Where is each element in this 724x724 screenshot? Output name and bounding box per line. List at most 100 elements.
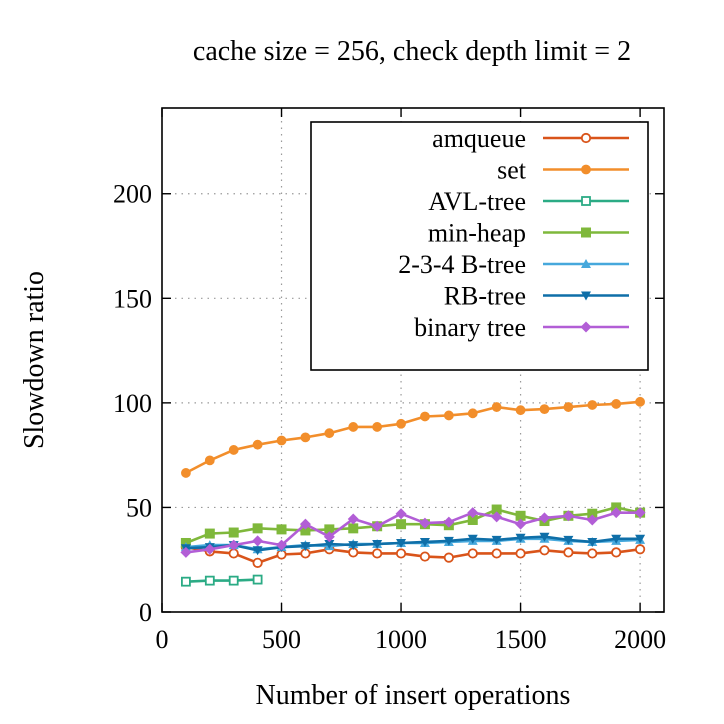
legend-item: binary tree bbox=[414, 313, 629, 342]
data-point bbox=[228, 527, 239, 538]
data-point bbox=[348, 422, 359, 432]
x-tick-label: 1500 bbox=[495, 625, 547, 654]
data-point bbox=[371, 520, 383, 532]
data-point bbox=[396, 519, 407, 530]
series-group bbox=[180, 396, 646, 587]
data-point bbox=[443, 536, 454, 546]
series-amqueue bbox=[180, 542, 646, 568]
legend-box bbox=[310, 121, 649, 371]
data-point bbox=[204, 575, 215, 586]
data-point bbox=[563, 402, 574, 412]
series-line bbox=[185, 535, 641, 552]
legend-marker bbox=[581, 196, 591, 206]
data-point bbox=[562, 510, 574, 522]
data-point bbox=[372, 540, 383, 550]
data-point bbox=[419, 517, 431, 529]
data-point bbox=[587, 548, 598, 559]
data-point bbox=[491, 548, 502, 559]
data-point bbox=[538, 512, 550, 524]
data-point bbox=[348, 541, 359, 551]
data-point bbox=[635, 534, 646, 544]
legend-label: set bbox=[497, 156, 527, 185]
data-point bbox=[276, 435, 287, 446]
data-point bbox=[252, 574, 263, 585]
series-line bbox=[185, 400, 641, 475]
data-point bbox=[180, 546, 192, 558]
data-point bbox=[228, 575, 239, 586]
legend-item: 2-3-4 B-tree bbox=[398, 250, 629, 279]
legend-item: amqueue bbox=[432, 124, 629, 153]
data-point bbox=[611, 399, 622, 409]
data-point bbox=[396, 418, 406, 429]
data-point bbox=[323, 531, 335, 543]
data-point bbox=[347, 513, 359, 525]
data-point bbox=[515, 518, 527, 530]
legend-label: 2-3-4 B-tree bbox=[398, 250, 526, 279]
data-point bbox=[204, 543, 216, 555]
data-point bbox=[419, 551, 431, 562]
data-point bbox=[563, 535, 574, 545]
chart-title: cache size = 256, check depth limit = 2 bbox=[193, 36, 631, 67]
x-tick-label: 1000 bbox=[375, 625, 427, 654]
data-point bbox=[515, 533, 526, 543]
data-point bbox=[634, 507, 646, 519]
legend-label: binary tree bbox=[414, 313, 526, 342]
x-tick-label: 500 bbox=[262, 625, 301, 654]
data-point bbox=[396, 538, 407, 548]
data-point bbox=[181, 576, 191, 587]
data-point bbox=[539, 545, 550, 556]
data-point bbox=[467, 534, 478, 544]
legend-marker bbox=[581, 291, 591, 301]
data-point bbox=[539, 532, 550, 542]
data-point bbox=[587, 537, 598, 547]
data-point bbox=[395, 548, 407, 559]
legend-label: RB-tree bbox=[444, 282, 526, 311]
data-point bbox=[252, 439, 263, 450]
legend-marker bbox=[581, 227, 591, 238]
series-binary-tree bbox=[180, 507, 646, 558]
series-line bbox=[185, 578, 258, 583]
data-point bbox=[252, 546, 263, 556]
data-point bbox=[324, 428, 335, 439]
data-point bbox=[515, 405, 526, 416]
data-point bbox=[467, 548, 478, 559]
data-point bbox=[515, 548, 526, 559]
series-avl-tree bbox=[181, 574, 263, 587]
data-point bbox=[420, 411, 430, 422]
data-point bbox=[586, 514, 598, 526]
data-point bbox=[181, 468, 191, 478]
legend-label: min-heap bbox=[428, 219, 526, 248]
y-tick-label: 150 bbox=[113, 284, 152, 313]
data-point bbox=[300, 542, 311, 552]
y-tick-label: 200 bbox=[113, 180, 152, 209]
series-set bbox=[181, 396, 645, 478]
data-point bbox=[300, 432, 311, 443]
data-point bbox=[611, 534, 622, 544]
axis-ticks: 0 500 1000 1500 2000 0 50 100 150 200 bbox=[113, 108, 666, 654]
y-tick-label: 50 bbox=[126, 493, 152, 522]
legend-marker bbox=[580, 321, 592, 333]
data-point bbox=[228, 445, 239, 455]
data-point bbox=[443, 552, 454, 563]
legend-item: min-heap bbox=[428, 219, 629, 248]
legend-label: amqueue bbox=[432, 124, 526, 153]
data-point bbox=[491, 535, 502, 545]
data-point bbox=[610, 507, 622, 519]
data-point bbox=[204, 528, 215, 539]
data-point bbox=[252, 557, 263, 568]
data-point bbox=[467, 408, 478, 419]
data-point bbox=[635, 396, 645, 407]
legend-marker bbox=[581, 164, 591, 175]
data-point bbox=[443, 516, 455, 528]
legend-marker bbox=[581, 259, 591, 268]
data-point bbox=[491, 402, 502, 412]
data-point bbox=[252, 535, 264, 547]
data-point bbox=[324, 540, 335, 550]
legend-label: AVL-tree bbox=[428, 187, 526, 216]
data-point bbox=[228, 539, 240, 551]
plot-frame bbox=[161, 107, 665, 613]
data-point bbox=[395, 508, 407, 520]
data-point bbox=[587, 400, 598, 410]
